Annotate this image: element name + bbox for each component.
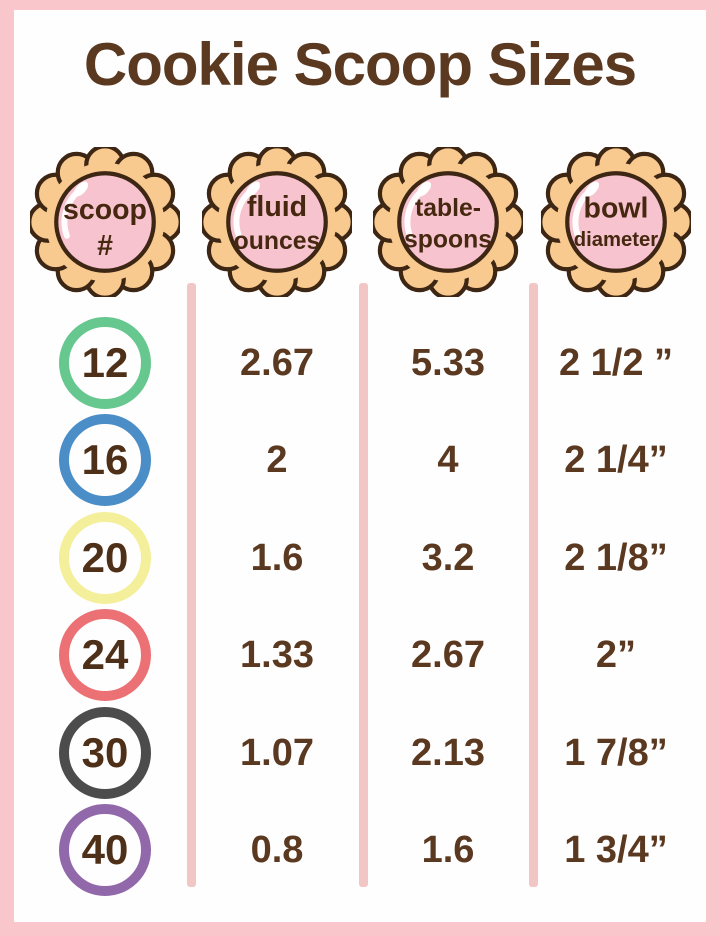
table-row: 30 1.07 2.13 1 7/8” <box>0 705 720 801</box>
column-header-label: bowl <box>584 193 649 225</box>
table-row: 24 1.33 2.67 2” <box>0 607 720 703</box>
cell-fluid-ounces: 0.8 <box>250 828 304 871</box>
cell-bowl-diameter: 2” <box>595 633 637 676</box>
cell-bowl-diameter: 2 1/8” <box>564 536 668 579</box>
cookie-badge-icon: table- spoons <box>373 147 523 297</box>
cell-bowl-diameter: 2 1/4” <box>564 438 668 481</box>
cell-bowl-diameter: 2 1/2 ” <box>558 341 674 384</box>
cell-fluid-ounces: 2 <box>266 438 288 481</box>
cell-fluid-ounces: 2.67 <box>240 341 314 384</box>
scoop-ring: 12 <box>59 317 151 409</box>
scoop-ring: 24 <box>59 609 151 701</box>
column-header-fluid-ounces: fluid ounces <box>202 147 352 297</box>
scoop-ring: 20 <box>59 512 151 604</box>
table-row: 40 0.8 1.6 1 3/4” <box>0 802 720 898</box>
column-header-label: fluid <box>247 191 307 223</box>
column-header-label: spoons <box>404 227 492 254</box>
table-row: 12 2.67 5.33 2 1/2 ” <box>0 315 720 411</box>
scoop-ring: 30 <box>59 707 151 799</box>
cell-tablespoons: 5.33 <box>411 341 485 384</box>
cookie-badge-icon: bowl diameter <box>541 147 691 297</box>
column-header-label: # <box>97 230 113 262</box>
column-divider <box>529 283 538 887</box>
cell-tablespoons: 3.2 <box>421 536 475 579</box>
cookie-badge-icon: scoop # <box>30 147 180 297</box>
column-header-bowl-diameter: bowl diameter <box>541 147 691 297</box>
cell-tablespoons: 2.67 <box>411 633 485 676</box>
column-header-tablespoons: table- spoons <box>373 147 523 297</box>
scoop-number: 40 <box>81 826 129 873</box>
scoop-number: 30 <box>81 729 129 776</box>
cell-bowl-diameter: 1 3/4” <box>564 828 668 871</box>
cell-bowl-diameter: 1 7/8” <box>564 731 668 774</box>
column-header-scoop-number: scoop # <box>30 147 180 297</box>
column-divider <box>359 283 368 887</box>
column-divider <box>187 283 196 887</box>
column-header-label: ounces <box>234 228 321 255</box>
column-header-label: table- <box>415 195 481 222</box>
cell-fluid-ounces: 1.6 <box>250 536 304 579</box>
column-header-label: scoop <box>63 194 147 226</box>
cell-fluid-ounces: 1.07 <box>240 731 314 774</box>
scoop-number: 12 <box>81 339 129 386</box>
cell-tablespoons: 2.13 <box>411 731 485 774</box>
cell-tablespoons: 4 <box>437 438 459 481</box>
scoop-number: 20 <box>81 534 129 581</box>
cell-tablespoons: 1.6 <box>421 828 475 871</box>
page-title: Cookie Scoop Sizes <box>83 31 637 98</box>
table-row: 16 2 4 2 1/4” <box>0 412 720 508</box>
cell-fluid-ounces: 1.33 <box>240 633 314 676</box>
scoop-ring: 16 <box>59 414 151 506</box>
table-row: 20 1.6 3.2 2 1/8” <box>0 510 720 606</box>
cookie-badge-icon: fluid ounces <box>202 147 352 297</box>
column-header-label: diameter <box>574 229 659 251</box>
scoop-number: 16 <box>81 436 129 483</box>
scoop-number: 24 <box>81 631 129 678</box>
scoop-ring: 40 <box>59 804 151 896</box>
